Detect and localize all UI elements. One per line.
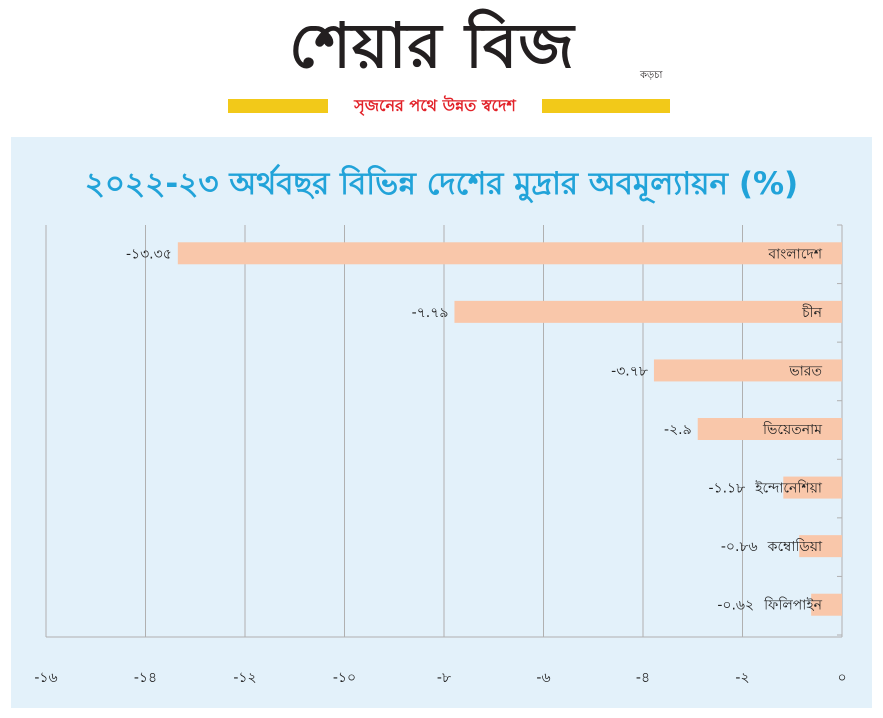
masthead: শেয়ার বিজ কড়চা সৃজনের পথে উন্নত স্বদেশ <box>0 0 883 130</box>
newspaper-logo: শেয়ার বিজ <box>289 9 575 82</box>
tagline: সৃজনের পথে উন্নত স্বদেশ <box>354 96 516 115</box>
x-tick-label: -১৪ <box>134 670 157 686</box>
bar <box>799 535 842 558</box>
bar <box>177 242 842 265</box>
category-label: ভিয়েতনাম <box>762 421 822 438</box>
value-label: -০.৬২ <box>717 598 754 614</box>
value-label: -২.৯ <box>664 422 692 438</box>
value-label: -৩.৭৮ <box>611 363 648 379</box>
category-label: ইন্দোনেশিয়া <box>754 480 823 497</box>
value-label: -০.৮৬ <box>721 539 758 555</box>
bar <box>783 476 842 499</box>
x-tick-label: -১৬ <box>34 670 57 686</box>
category-label: বাংলাদেশ <box>767 246 822 262</box>
x-tick-label: -৮ <box>437 670 451 686</box>
category-label: ফিলিপাইন <box>763 597 823 614</box>
tagline-bar-right <box>542 99 670 113</box>
tagline-bar-left <box>228 99 328 113</box>
value-label: -৭.৭৯ <box>412 305 449 321</box>
value-label: -১.১৮ <box>708 481 745 497</box>
category-label: চীন <box>801 304 823 321</box>
x-tick-label: -১২ <box>233 670 256 686</box>
x-tick-label: -৬ <box>536 670 550 686</box>
bar <box>811 593 842 616</box>
x-tick-label: ০ <box>837 670 846 686</box>
bar-chart: -১৬ -১৪ -১২ -১০ -৮ -৬ -৪ -২ ০ বাংলাদেশ -১৩.৩৫ চীন -৭… <box>34 224 847 686</box>
logo-subtext: কড়চা <box>640 70 663 81</box>
x-tick-label: -২ <box>735 670 749 686</box>
x-tick-label: -১০ <box>333 670 356 686</box>
chart-title: ২০২২-২৩ অর্থবছর বিভিন্ন দেশের মুদ্রার অব… <box>84 166 799 202</box>
bar <box>454 300 842 323</box>
x-tick-label: -৪ <box>636 670 650 686</box>
category-label: ভারত <box>788 363 822 379</box>
bar <box>653 359 842 382</box>
chart-panel: ২০২২-২৩ অর্থবছর বিভিন্ন দেশের মুদ্রার অব… <box>11 137 872 708</box>
category-label: কম্বোডিয়া <box>767 538 823 555</box>
value-label: -১৩.৩৫ <box>126 246 172 262</box>
bar <box>697 418 842 440</box>
